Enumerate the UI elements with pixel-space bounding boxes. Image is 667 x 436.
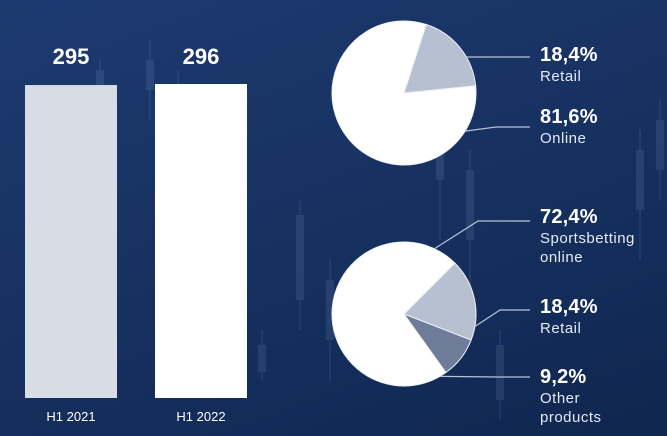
pie1-slice-online-label: 81,6% Online — [540, 106, 598, 148]
background-candle — [326, 260, 334, 380]
pie1-online-percent: 81,6% — [540, 106, 598, 128]
pie2-slice-other — [402, 312, 472, 374]
pie1-online-category: Online — [540, 130, 587, 147]
pie2-slice-sportsbetting — [331, 241, 456, 387]
pie2-slice-sportsbetting-label: 72,4% Sportsbetting online — [540, 206, 635, 267]
pie2-leader-other — [439, 375, 530, 378]
pie2-sportsbetting-percent: 72,4% — [540, 206, 598, 228]
background-candle — [258, 330, 266, 380]
pie2-other-category-line2: products — [540, 409, 602, 426]
background-candle — [296, 200, 304, 330]
bar-h1-2021 — [25, 85, 117, 398]
background-candle — [146, 40, 154, 120]
pie1-slice-retail-label: 18,4% Retail — [540, 44, 598, 86]
pie2-retail-category: Retail — [540, 320, 582, 337]
pie2-sportsbetting-category-line1: Sportsbetting — [540, 230, 635, 247]
background-candle — [656, 100, 664, 200]
pie2-leader-retail — [474, 309, 530, 328]
background-candle — [466, 150, 474, 300]
pie2-retail-percent: 18,4% — [540, 296, 598, 318]
pie1-slice-retail — [403, 23, 477, 94]
pie1-leader-online — [464, 126, 530, 132]
x-tick-label-h1-2021: H1 2021 — [46, 409, 96, 424]
pie2-leader-sportsbetting — [434, 220, 530, 250]
background-candle — [636, 130, 644, 260]
bar-value-label-h1-2021: 295 — [52, 44, 90, 69]
x-tick-label-h1-2022: H1 2022 — [176, 409, 226, 424]
pie2-slice-other-label: 9,2% Other products — [540, 366, 602, 427]
pie1-retail-category: Retail — [540, 68, 582, 85]
bar-h1-2022 — [155, 84, 247, 398]
pie2-sportsbetting-category-line2: online — [540, 249, 584, 266]
pie2-other-percent: 9,2% — [540, 366, 587, 388]
bar-value-label-h1-2022: 296 — [182, 44, 220, 69]
pie2-slice-retail-label: 18,4% Retail — [540, 296, 598, 338]
pie1-retail-percent: 18,4% — [540, 44, 598, 66]
pie2-other-category-line1: Other — [540, 390, 581, 407]
background-candle — [496, 330, 504, 420]
